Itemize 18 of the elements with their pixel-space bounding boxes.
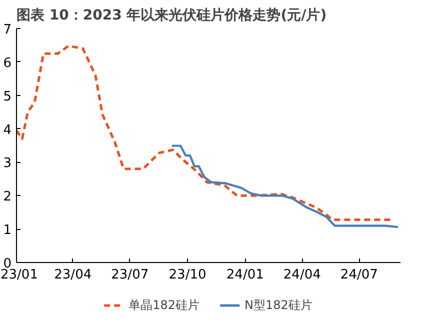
legend-label: 单晶182硅片 (128, 296, 200, 314)
y-tick-label: 2 (3, 190, 12, 205)
y-tick-label: 5 (3, 89, 12, 104)
line-series (170, 144, 400, 228)
y-tick-label: 4 (3, 122, 12, 138)
x-tick-label: 23/07 (111, 268, 149, 282)
line-series (16, 44, 393, 221)
chart-title: 图表 10：2023 年以来光伏硅片价格走势(元/片) (16, 8, 327, 24)
y-tick-label: 6 (3, 56, 12, 71)
legend-label: N型182硅片 (244, 296, 312, 314)
x-tick-label: 23/10 (168, 268, 206, 282)
y-tick-label: 7 (3, 22, 12, 38)
x-tick-label: 24/04 (283, 268, 321, 282)
x-tick-label: 24/01 (226, 268, 264, 282)
x-tick-label: 24/07 (340, 268, 378, 282)
x-tick-label: 23/04 (54, 268, 92, 282)
y-tick-label: 3 (3, 156, 12, 172)
y-tick-label: 1 (3, 223, 12, 238)
